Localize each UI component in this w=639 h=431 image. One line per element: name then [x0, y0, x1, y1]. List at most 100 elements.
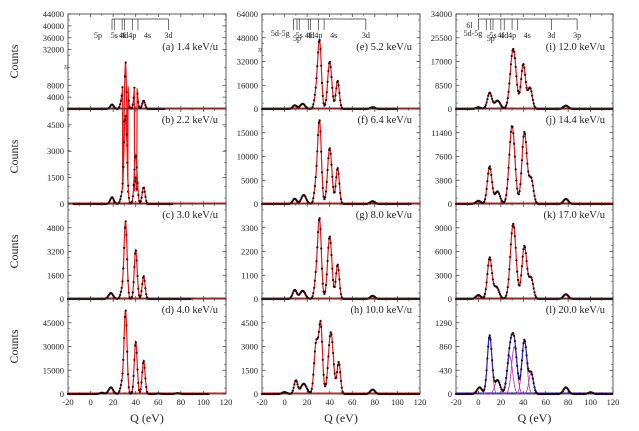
y-tick-label: 3000: [435, 270, 452, 280]
data-point: [487, 94, 490, 97]
data-point: [329, 66, 332, 69]
data-point: [531, 184, 535, 187]
data-point: [504, 382, 507, 385]
fit-curve: [262, 119, 411, 205]
data-points: [454, 222, 614, 301]
data-point: [131, 291, 134, 294]
data-point: [522, 63, 525, 66]
data-point: [317, 219, 320, 222]
data-point: [332, 351, 335, 355]
data-point: [532, 102, 535, 105]
data-point: [118, 200, 121, 203]
data-point: [142, 275, 145, 278]
data-point: [502, 388, 505, 391]
data-point: [519, 374, 522, 378]
data-point: [531, 179, 534, 182]
data-point: [329, 241, 332, 245]
data-point: [489, 258, 492, 261]
data-point: [290, 391, 294, 394]
data-point: [520, 78, 523, 81]
data-point: [511, 125, 514, 128]
data-point: [483, 198, 487, 201]
data-point: [132, 96, 135, 99]
fit-curve: [68, 220, 191, 300]
data-point: [313, 99, 316, 102]
data-point: [118, 105, 121, 108]
data-point: [125, 91, 128, 94]
data-point: [311, 382, 314, 385]
data-point: [321, 186, 324, 190]
component-peak: [522, 372, 540, 395]
data-point: [325, 376, 328, 379]
fit-curve: [456, 124, 613, 205]
data-point: [133, 86, 136, 89]
data-point: [331, 267, 334, 270]
axis-break-mark: ≈: [61, 65, 71, 70]
data-point: [143, 279, 146, 282]
data-point: [490, 94, 493, 98]
data-point: [336, 79, 339, 83]
data-point: [318, 217, 321, 220]
y-tick-label: 1500: [47, 173, 64, 183]
shell-label-5s: 5s: [111, 31, 118, 40]
data-point: [488, 334, 491, 337]
data-point: [488, 256, 491, 259]
data-point: [326, 168, 329, 172]
panel-a: 0 4000 8000 32000 36000 40000 44000 ≈ Counts (a) …: [7, 9, 227, 193]
data-point: [119, 387, 122, 390]
data-point: [320, 81, 324, 84]
x-tick-label: 0: [282, 397, 286, 407]
data-point: [534, 389, 537, 392]
data-point: [338, 278, 341, 281]
data-point: [327, 246, 330, 249]
data-point: [527, 273, 530, 276]
data-point: [520, 359, 524, 362]
data-point: [533, 194, 536, 197]
data-point: [314, 341, 317, 345]
data-point: [327, 355, 330, 358]
data-point: [487, 264, 490, 267]
data-point: [144, 377, 147, 380]
data-point: [513, 339, 517, 343]
data-point: [324, 283, 328, 287]
data-point: [327, 69, 330, 73]
data-point: [504, 106, 507, 109]
data-point: [317, 40, 320, 44]
data-point: [507, 90, 510, 93]
data-point: [143, 190, 146, 193]
data-point: [319, 48, 322, 51]
data-point: [121, 372, 124, 375]
data-point: [521, 145, 524, 149]
data-point: [123, 246, 126, 249]
shell-label-3d: 3d: [164, 31, 172, 40]
shell-label-5p: 5p: [293, 34, 301, 43]
shell-label-4s: 4s: [524, 31, 531, 40]
data-point: [525, 354, 528, 357]
component-peak: [503, 345, 526, 395]
data-point: [511, 224, 514, 227]
data-point: [507, 278, 510, 281]
data-point: [522, 135, 525, 138]
data-point: [498, 195, 502, 198]
data-point: [487, 336, 491, 339]
data-point: [516, 364, 519, 367]
data-point: [140, 290, 143, 293]
data-point: [120, 286, 123, 289]
data-point: [491, 369, 494, 372]
x-tick-label: -20: [256, 397, 267, 407]
data-point: [491, 272, 494, 275]
data-points: [260, 319, 421, 396]
data-point: [338, 182, 341, 185]
data-point: [504, 296, 507, 299]
data-point: [145, 390, 149, 393]
panel-f: 0 5000 10000 15000 (f) 6.4 keV/u: [237, 108, 421, 209]
data-point: [518, 190, 521, 193]
data-point: [489, 92, 492, 95]
data-point: [137, 193, 140, 197]
shell-label-5p: 5p: [487, 34, 495, 43]
data-point: [506, 178, 509, 181]
data-points: [454, 47, 614, 111]
